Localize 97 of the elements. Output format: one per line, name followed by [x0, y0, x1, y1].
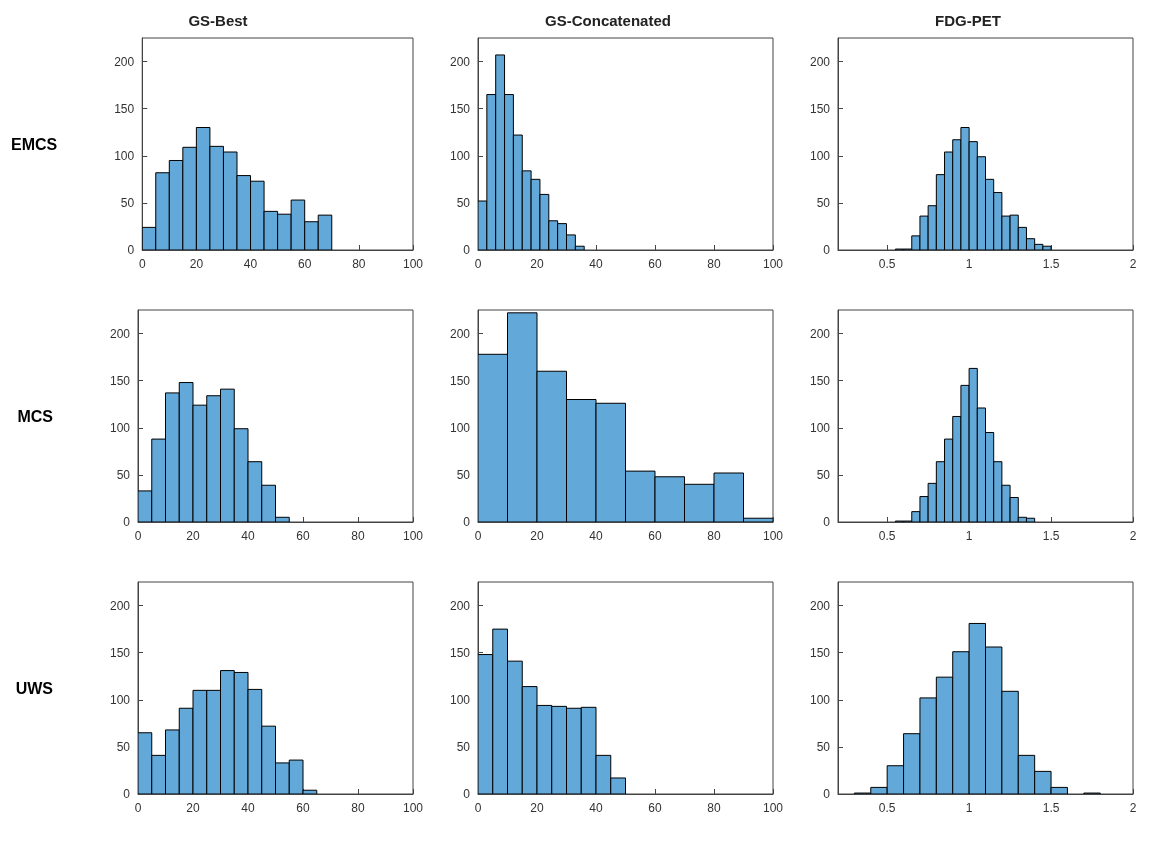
y-tick-label: 0: [823, 787, 831, 801]
y-axis-title: UWS: [15, 679, 54, 697]
y-tick-label: 200: [109, 326, 131, 341]
y-tick-label: 150: [449, 101, 471, 116]
x-tick-label: 40: [589, 529, 603, 543]
y-tick-label: 0: [123, 515, 131, 529]
x-tick-label: 40: [589, 801, 603, 815]
y-tick-label: 200: [449, 326, 471, 341]
x-tick-label: 20: [186, 801, 200, 815]
y-tick-label: 100: [114, 148, 135, 163]
x-tick-label: 80: [707, 801, 721, 815]
y-tick-label: 200: [109, 598, 131, 613]
x-tick-label: 0.5: [878, 801, 896, 815]
y-tick-label: 0: [463, 243, 471, 257]
y-tick-label: 100: [809, 148, 831, 163]
y-tick-label: 100: [109, 420, 131, 435]
x-tick-label: 2: [1129, 257, 1137, 271]
x-tick-label: 60: [648, 801, 662, 815]
x-tick-label: 2: [1129, 801, 1137, 815]
x-tick-label: 100: [402, 801, 424, 815]
y-tick-label: 50: [816, 195, 831, 210]
x-tick-label: 0: [474, 529, 482, 543]
y-tick-label: 100: [449, 148, 471, 163]
x-tick-label: 0: [474, 801, 482, 815]
x-tick-label: 60: [298, 257, 312, 271]
x-tick-label: 80: [351, 529, 365, 543]
chart-title: GS-Concatenated: [545, 12, 671, 29]
x-tick-label: 60: [648, 529, 662, 543]
y-tick-label: 0: [463, 515, 471, 529]
y-tick-label: 100: [809, 692, 831, 707]
y-axis-title: EMCS: [10, 135, 58, 153]
x-tick-label: 0.5: [878, 529, 896, 543]
y-tick-label: 200: [809, 54, 831, 69]
y-tick-label: 150: [114, 101, 135, 116]
x-tick-label: 80: [707, 529, 721, 543]
y-tick-label: 50: [456, 467, 471, 482]
chart-title: FDG-PET: [935, 12, 1001, 29]
x-tick-label: 60: [296, 529, 310, 543]
y-tick-label: 200: [449, 598, 471, 613]
x-tick-label: 40: [243, 257, 258, 271]
y-tick-label: 50: [456, 739, 471, 754]
x-tick-label: 1: [965, 801, 973, 815]
x-tick-label: 80: [351, 801, 365, 815]
x-tick-label: 100: [762, 257, 784, 271]
x-tick-label: 1: [965, 257, 973, 271]
y-tick-label: 100: [449, 692, 471, 707]
x-tick-label: 2: [1129, 529, 1137, 543]
y-tick-label: 200: [449, 54, 471, 69]
y-tick-label: 150: [809, 373, 831, 388]
x-tick-label: 20: [189, 257, 204, 271]
x-tick-label: 1.5: [1042, 257, 1060, 271]
x-tick-label: 0: [474, 257, 482, 271]
x-tick-label: 1: [965, 529, 973, 543]
x-tick-label: 100: [762, 801, 784, 815]
y-tick-label: 150: [449, 645, 471, 660]
y-tick-label: 50: [116, 467, 131, 482]
x-tick-label: 1.5: [1042, 529, 1060, 543]
x-tick-label: 20: [530, 801, 544, 815]
x-tick-label: 80: [352, 257, 366, 271]
y-tick-label: 150: [809, 645, 831, 660]
y-tick-label: 200: [809, 326, 831, 341]
x-tick-label: 20: [530, 529, 544, 543]
y-tick-label: 50: [456, 195, 471, 210]
y-tick-label: 150: [449, 373, 471, 388]
y-tick-label: 0: [127, 243, 135, 257]
x-tick-label: 40: [589, 257, 603, 271]
y-tick-label: 150: [109, 373, 131, 388]
y-tick-label: 200: [114, 54, 135, 69]
x-tick-label: 0: [138, 257, 146, 271]
y-tick-label: 0: [823, 243, 831, 257]
x-tick-label: 100: [402, 529, 424, 543]
chart-title: GS-Best: [188, 12, 248, 29]
x-tick-label: 20: [186, 529, 200, 543]
x-tick-label: 100: [402, 257, 424, 271]
y-tick-label: 200: [809, 598, 831, 613]
x-tick-label: 100: [762, 529, 784, 543]
x-tick-label: 20: [530, 257, 544, 271]
y-tick-label: 100: [809, 420, 831, 435]
y-tick-label: 150: [809, 101, 831, 116]
x-tick-label: 1.5: [1042, 801, 1060, 815]
x-tick-label: 40: [241, 529, 255, 543]
y-tick-label: 50: [120, 195, 135, 210]
y-tick-label: 0: [463, 787, 471, 801]
y-tick-label: 150: [109, 645, 131, 660]
x-tick-label: 60: [648, 257, 662, 271]
x-tick-label: 60: [296, 801, 310, 815]
x-tick-label: 40: [241, 801, 255, 815]
x-tick-label: 80: [707, 257, 721, 271]
y-tick-label: 50: [116, 739, 131, 754]
y-axis-title: MCS: [17, 407, 54, 425]
y-tick-label: 0: [823, 515, 831, 529]
y-tick-label: 50: [816, 739, 831, 754]
x-tick-label: 0.5: [878, 257, 896, 271]
y-tick-label: 100: [109, 692, 131, 707]
y-tick-label: 100: [449, 420, 471, 435]
y-tick-label: 0: [123, 787, 131, 801]
y-tick-label: 50: [816, 467, 831, 482]
